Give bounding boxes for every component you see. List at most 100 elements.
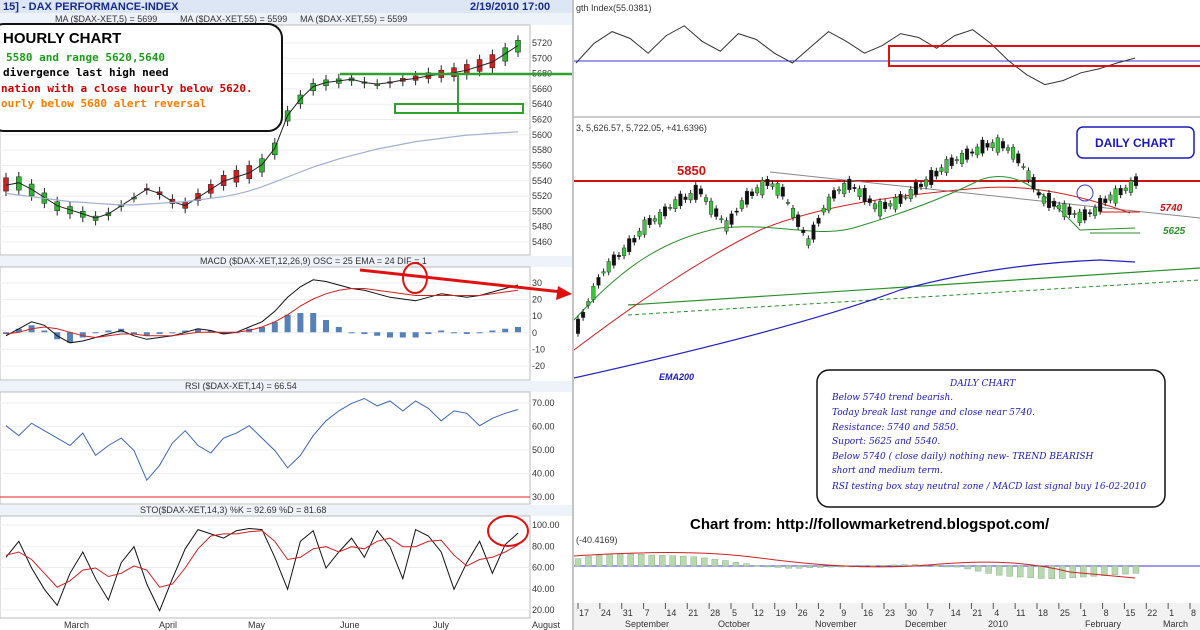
daily-candle-body [1052,200,1057,207]
daily-candle-body [965,148,970,160]
level-5625-label: 5625 [1163,226,1186,237]
macd-bar [41,330,48,333]
macd-bar [15,328,22,333]
month-label: February [1085,619,1122,629]
daily-candle-body [1067,206,1072,215]
price-axis-tick: 5640 [532,99,552,109]
daily-candle-body [668,207,673,209]
day-tick-label: 30 [907,608,917,618]
daily-candle-body [755,187,760,194]
macd-panel [0,266,531,381]
day-tick-label: 19 [776,608,786,618]
rsi-axis: 70.00 60.00 50.00 40.00 30.00 [0,398,555,502]
daily-macd-bar [574,558,582,567]
daily-macd-bar [953,565,961,568]
daily-macd-bar [943,565,950,568]
daily-candle-body [924,179,929,187]
macd-bar [79,332,86,338]
macd-bar [399,332,406,338]
daily-candle-body [1133,176,1138,187]
price-axis-tick: 5720 [532,38,552,48]
daily-candle-body [744,190,749,205]
daily-macd-bar [964,565,971,570]
daily-macd-bar [753,565,761,567]
daily-macd-bar [901,564,908,567]
macd-bar [156,332,163,334]
daily-macd-bar [816,565,824,568]
daily-note-line-5: Below 5740 ( close daily) nothing new- T… [831,451,1094,462]
macd-bar [131,332,137,334]
daily-candle-body [867,198,872,203]
sto-axis-tick: 80.00 [532,541,555,551]
right-background [574,0,1200,630]
day-tick-label: 14 [666,608,676,618]
daily-macd-bar [1090,565,1098,577]
daily-candle-body [596,277,601,286]
macd-bar [438,330,445,333]
daily-note-box [816,369,1166,508]
daily-candle-body [673,199,678,210]
daily-candle-body [847,178,852,190]
daily-candle-body [888,203,893,207]
daily-candle-body [750,191,755,196]
daily-candle-body [663,206,668,217]
daily-candle-body [724,220,729,232]
macd-bar [92,332,99,334]
daily-candle-body [985,143,990,148]
month-label: August [532,620,561,630]
day-tick-label: 7 [929,608,934,618]
daily-candle-body [678,193,683,207]
sto-axis-tick: 40.00 [532,584,555,594]
daily-candle-body [1072,213,1077,215]
daily-note-line-1: Below 5740 trend bearish. [831,393,953,403]
daily-candle-body [739,200,744,209]
hourly-annotation-line-3: nation with a close hourly below 5620. [1,82,253,95]
rsi-panel [0,391,531,505]
candle-body [489,54,496,69]
daily-macd-bar [1059,565,1066,579]
month-label: June [340,620,360,630]
daily-candle-body [842,183,847,195]
daily-candle-body [990,142,995,149]
daily-candle-body [898,194,903,204]
daily-macd-bar [1016,565,1024,578]
daily-candle-body [1087,212,1092,215]
daily-price-title: 3, 5,626.57, 5,722.05, +41.6396) [576,123,707,133]
macd-axis-tick: -20 [532,361,545,371]
ma55-red-legend: MA ($DAX-XET,55) = 5599 [180,14,287,24]
daily-candle-body [632,238,637,243]
daily-candle-body [1041,196,1046,204]
rsi-axis-tick: 70.00 [532,398,555,408]
daily-note-line-4: Suport: 5625 and 5540. [832,437,940,447]
day-tick-label: 1 [1169,608,1174,618]
day-tick-label: 12 [754,608,764,618]
daily-candle-body [837,189,842,192]
price-axis-tick: 5540 [532,176,552,186]
ema200-label: EMA200 [659,372,694,382]
daily-candle-body [878,201,883,217]
daily-macd-bar [932,565,940,567]
left-hourly-panel: 15] - DAX PERFORMANCE-INDEX 2/19/2010 17… [0,0,572,630]
trend-line-grey [769,171,1200,219]
price-axis-tick: 5600 [532,130,552,140]
price-axis-tick: 5700 [532,53,552,63]
daily-candle-body [1098,198,1103,212]
daily-macd-bar [764,565,771,568]
daily-macd-bar [827,565,834,568]
daily-macd-bar [1122,565,1129,575]
day-tick-label: 15 [1125,608,1135,618]
daily-macd-bar [743,563,750,567]
daily-candle-body [1108,194,1113,201]
daily-candle-body [1128,180,1133,193]
daily-candle-body [734,210,739,213]
day-ticks: 17 24 31 7 14 21 28 5 12 19 26 2 9 16 23 30 7 14 21 4 11 18 25… [577,603,1196,618]
day-tick-label: 26 [798,608,808,618]
macd-bar [387,332,393,338]
daily-candle-body [586,301,591,306]
daily-candle-body [606,261,611,273]
daily-candle-body [785,202,790,204]
daily-candle-body [780,186,785,197]
daily-macd-bar [659,555,666,567]
rsi-axis-tick: 60.00 [532,422,555,432]
daily-candle-body [883,201,888,209]
